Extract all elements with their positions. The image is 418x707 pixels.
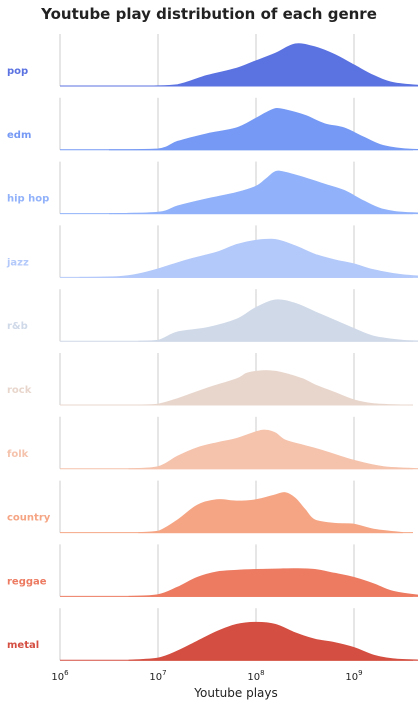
ridge-reggae <box>128 568 418 597</box>
x-axis-ticks: 106 107 108 109 <box>51 669 362 683</box>
ridge-pop <box>153 43 418 87</box>
x-axis-label: Youtube plays <box>193 686 277 700</box>
genre-label-metal: metal <box>7 640 39 651</box>
ridge-metal <box>128 621 418 661</box>
genre-label-pop: pop <box>7 66 28 77</box>
x-tick-label-2: 108 <box>247 669 264 683</box>
x-tick-label-3: 109 <box>345 669 362 683</box>
ridge-rb <box>138 299 418 342</box>
ridge-rock <box>138 370 404 406</box>
ridge-hiphop <box>108 170 418 215</box>
genre-label-jazz: jazz <box>6 257 29 268</box>
genre-label-folk: folk <box>7 449 29 460</box>
genre-label-rb: r&b <box>7 321 28 332</box>
x-tick-label-1: 107 <box>149 669 166 683</box>
ridge-folk <box>128 429 418 470</box>
x-tick-label-0: 106 <box>51 669 69 683</box>
ridge-jazz <box>79 238 418 278</box>
genre-label-reggae: reggae <box>7 576 47 587</box>
genre-labels: pop edm hip hop jazz r&b rock folk country regga… <box>6 66 51 651</box>
ridge-layer <box>60 43 418 661</box>
genre-label-rock: rock <box>7 385 32 396</box>
genre-label-country: country <box>7 513 51 524</box>
genre-label-hiphop: hip hop <box>7 194 49 205</box>
chart-title: Youtube play distribution of each genre <box>40 5 377 23</box>
genre-label-edm: edm <box>7 130 31 141</box>
ridge-country <box>138 492 404 534</box>
ridge-edm <box>108 107 418 151</box>
